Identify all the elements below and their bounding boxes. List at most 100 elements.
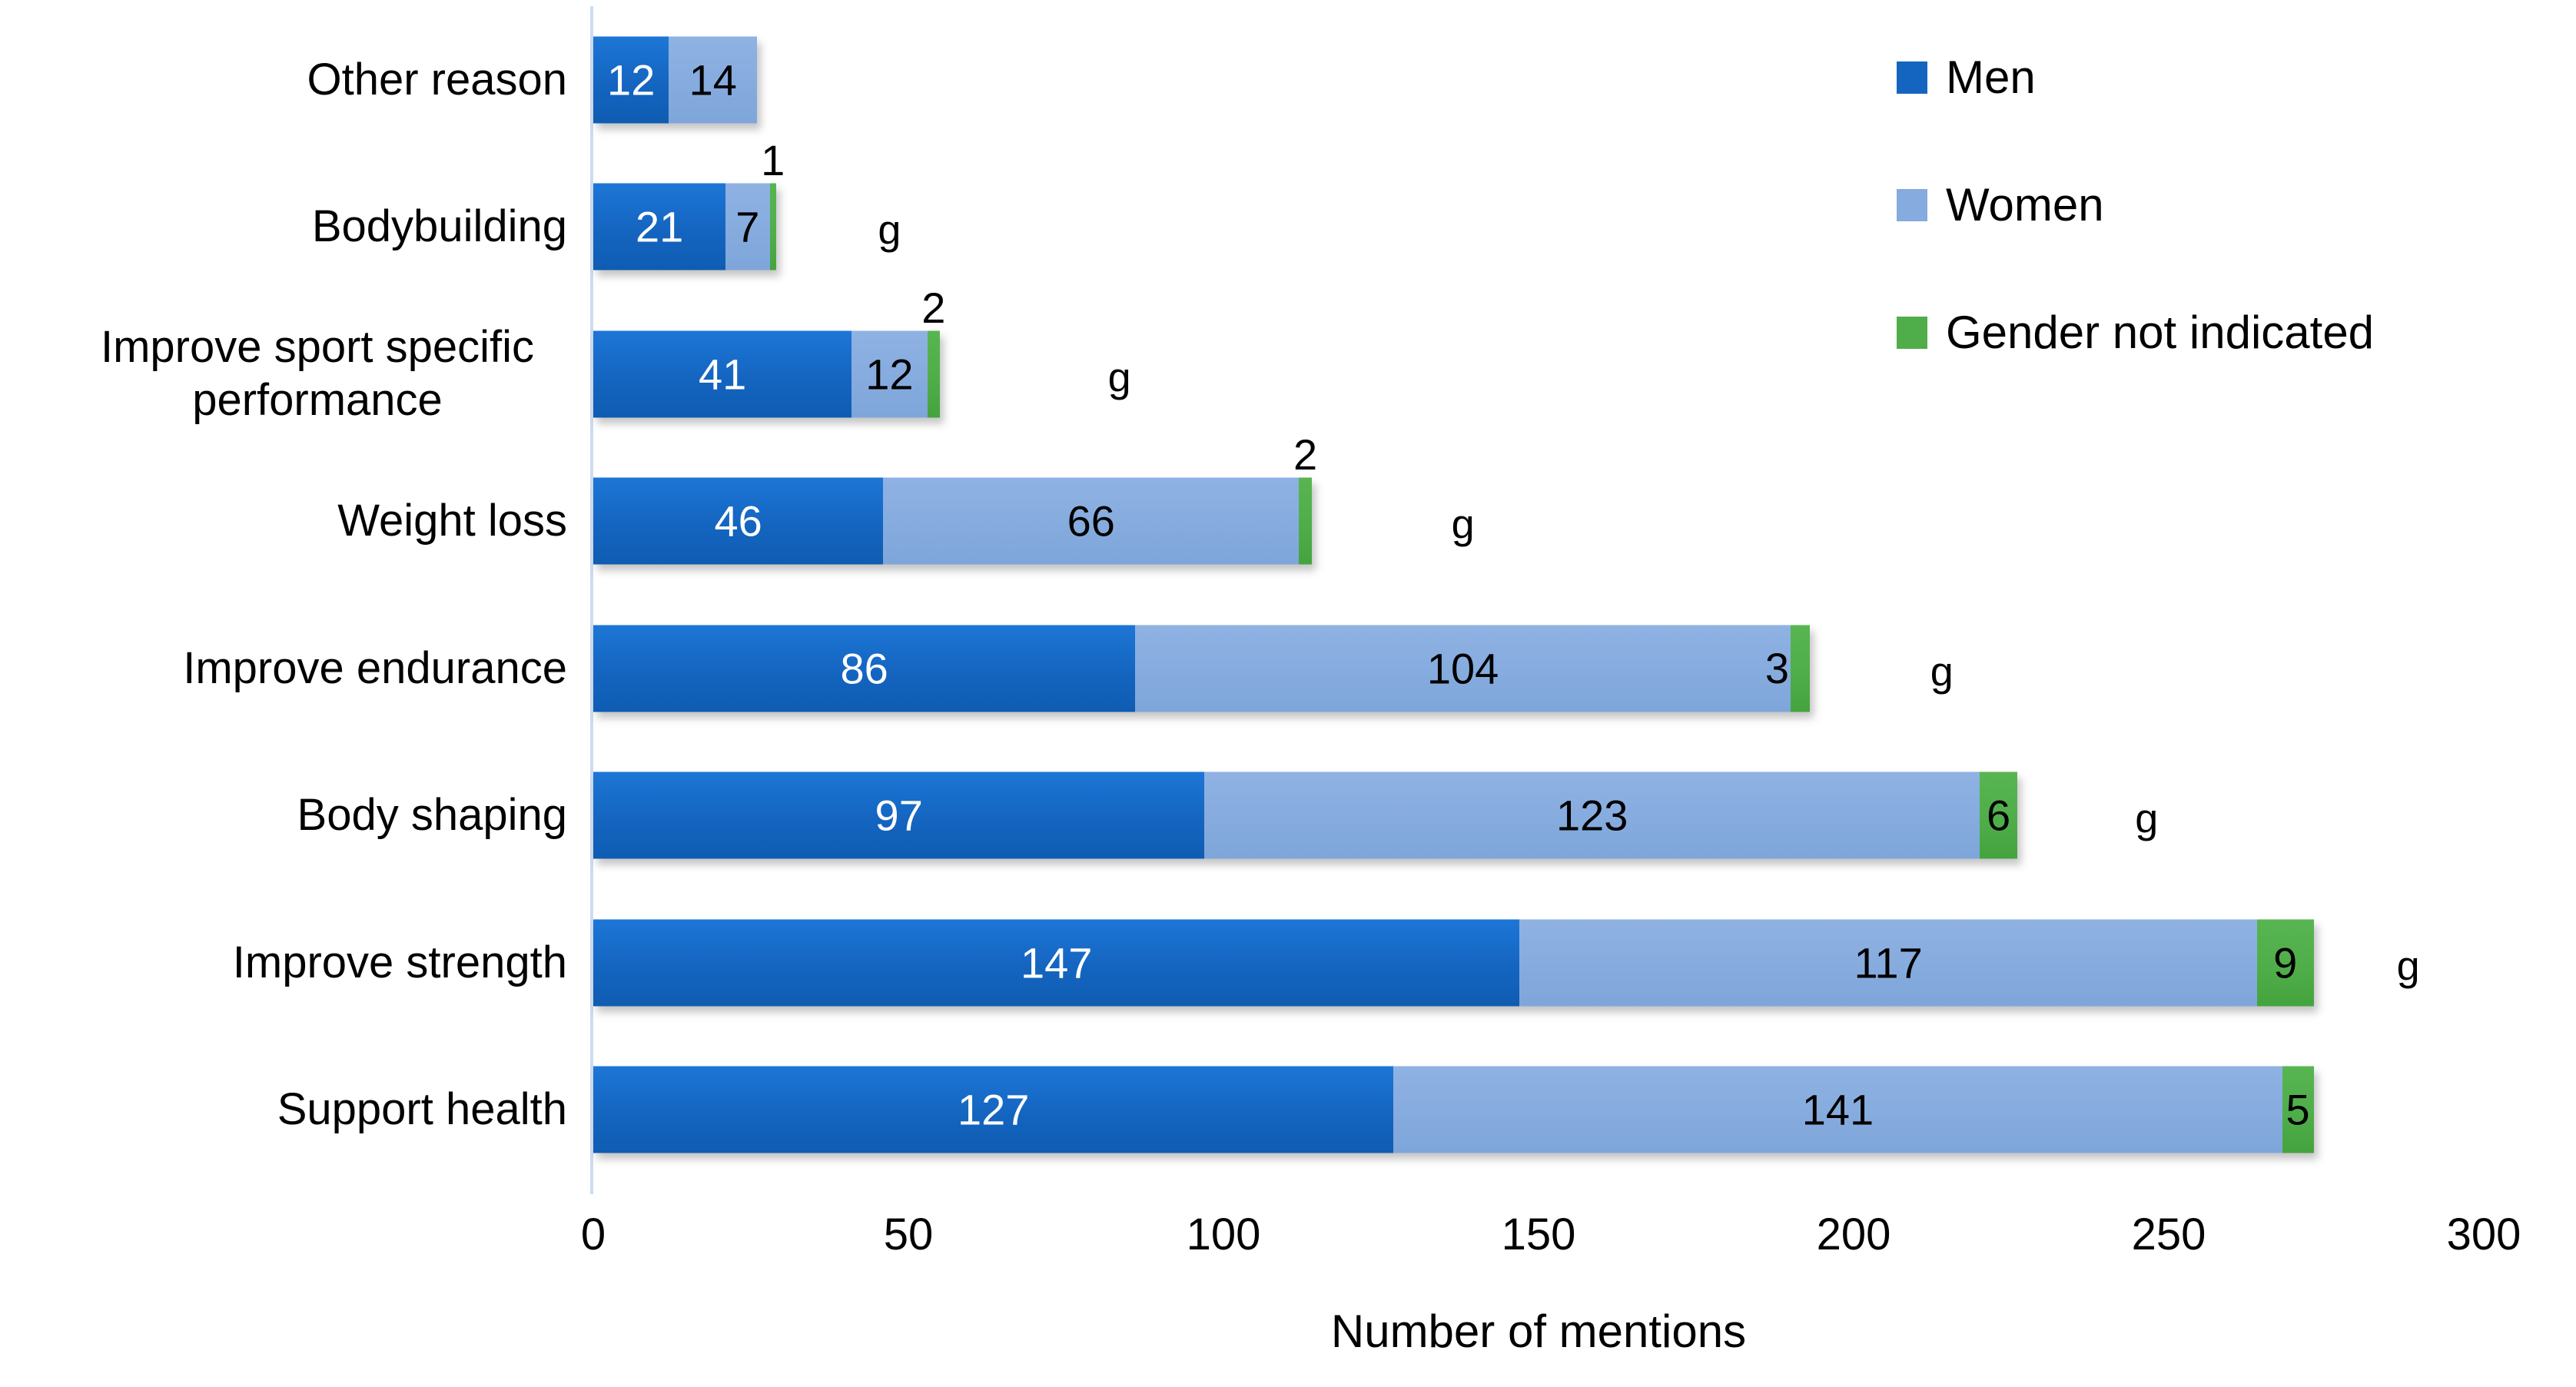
women-segment: 12: [851, 330, 928, 418]
category-label: Improve endurance: [183, 642, 567, 693]
gender-value-label: 1: [761, 136, 785, 185]
legend-marker-men: [1897, 61, 1927, 94]
bar-row: 46 66 2 g: [593, 433, 2484, 596]
bar-row: 127 141 5: [593, 1037, 2484, 1184]
plot-area: 12 14 21 7 1 g 41 12 2 g 46 66 2 g 86 104 3 g 97 123 6 g 147 11…: [593, 6, 2484, 1183]
gender-not-indicated-segment: [1299, 477, 1312, 565]
men-segment: 147: [593, 919, 1520, 1007]
significance-annotation-g: g: [2396, 943, 2420, 990]
women-value-label: 123: [1555, 791, 1628, 840]
legend-marker-women: [1897, 189, 1927, 221]
women-value-label: 104: [1426, 644, 1499, 693]
women-segment: 7: [725, 183, 770, 270]
significance-annotation-g: g: [1930, 649, 1954, 695]
men-value-label: 12: [607, 55, 656, 105]
women-segment: 123: [1204, 771, 1980, 859]
bar-row: 86 104 3 g: [593, 595, 2484, 742]
legend-item: Men: [1897, 52, 2374, 103]
x-axis-ticks: 0 50 100 150 200 250 300: [581, 1209, 2521, 1274]
category-label-row: Bodybuilding: [0, 154, 567, 301]
gender-not-indicated-segment: [1790, 625, 1810, 712]
x-tick-label: 250: [2131, 1209, 2206, 1259]
x-tick-label: 100: [1186, 1209, 1261, 1259]
gender-value-label: 5: [2286, 1085, 2310, 1134]
x-axis-title: Number of mentions: [1330, 1306, 1747, 1357]
legend-label: Gender not indicated: [1946, 307, 2375, 358]
significance-annotation-g: g: [2135, 795, 2159, 842]
stacked-bar: 46 66: [593, 477, 1312, 565]
gender-value-label: 3: [1764, 643, 1789, 692]
significance-annotation-g: g: [878, 207, 901, 254]
bar-row: 147 117 9 g: [593, 889, 2484, 1037]
x-tick-label: 300: [2446, 1209, 2521, 1259]
men-segment: 46: [593, 477, 884, 565]
gender-not-indicated-segment: [769, 183, 776, 270]
women-segment: 104: [1135, 625, 1791, 712]
men-segment: 12: [593, 36, 669, 124]
women-segment: 66: [883, 477, 1300, 565]
men-value-label: 41: [698, 350, 747, 399]
gender-value-label: 6: [1986, 791, 2011, 840]
women-value-label: 117: [1854, 938, 1923, 987]
women-value-label: 7: [735, 202, 760, 251]
gender-not-indicated-segment: 6: [1979, 771, 2018, 859]
women-segment: 117: [1519, 919, 2257, 1007]
legend-label: Women: [1946, 179, 2104, 231]
category-label-row: Improve sport specific performance: [0, 300, 567, 448]
bar-row: 41 12 2 g: [593, 286, 2484, 448]
category-label: Weight loss: [337, 496, 567, 546]
category-label-row: Improve endurance: [0, 595, 567, 742]
gender-not-indicated-segment: 5: [2282, 1066, 2314, 1153]
stacked-bar: 41 12: [593, 330, 940, 418]
men-segment: 41: [593, 330, 852, 418]
gender-not-indicated-segment: 9: [2256, 919, 2314, 1007]
men-value-label: 147: [1020, 938, 1093, 987]
men-value-label: 46: [714, 496, 762, 546]
category-label-row: Body shaping: [0, 742, 567, 890]
legend-marker-gender-not-indicated: [1897, 317, 1927, 349]
category-label: Improve sport specific performance: [100, 322, 535, 425]
men-value-label: 86: [840, 644, 888, 693]
x-tick-label: 50: [883, 1209, 934, 1259]
legend-label: Men: [1946, 51, 2036, 103]
gender-value-label: 2: [1293, 430, 1318, 479]
gender-value-label: 9: [2273, 938, 2298, 987]
stacked-bar: 12 14: [593, 36, 758, 124]
men-segment: 86: [593, 625, 1136, 712]
stacked-bar: 21 7: [593, 183, 776, 270]
category-label-row: Weight loss: [0, 448, 567, 596]
men-value-label: 97: [875, 791, 923, 840]
category-label: Bodybuilding: [311, 201, 567, 252]
men-value-label: 21: [635, 202, 684, 251]
y-axis-line: [590, 6, 593, 1194]
category-label-row: Other reason: [0, 6, 567, 154]
men-segment: 127: [593, 1066, 1394, 1153]
category-label: Support health: [277, 1084, 567, 1135]
stacked-bar: 97 123 6: [593, 771, 2018, 859]
stacked-bar: 86 104: [593, 625, 1810, 712]
significance-annotation-g: g: [1107, 354, 1131, 401]
legend-item: Women: [1897, 180, 2374, 231]
category-label: Body shaping: [297, 790, 567, 841]
gender-value-label: 2: [921, 283, 946, 332]
bar-row: 97 123 6 g: [593, 742, 2484, 890]
legend-item: Gender not indicated: [1897, 307, 2374, 358]
legend: Men Women Gender not indicated: [1897, 52, 2374, 358]
men-value-label: 127: [957, 1085, 1030, 1134]
x-tick-label: 150: [1501, 1209, 1576, 1259]
category-axis-labels: Other reason Bodybuilding Improve sport sp…: [0, 6, 567, 1183]
women-segment: 141: [1393, 1066, 2282, 1153]
significance-annotation-g: g: [1451, 501, 1475, 548]
x-tick-label: 0: [580, 1209, 606, 1259]
gender-not-indicated-segment: [927, 330, 940, 418]
men-segment: 97: [593, 771, 1205, 859]
women-value-label: 12: [865, 350, 914, 399]
stacked-bar: 127 141 5: [593, 1066, 2314, 1153]
women-value-label: 66: [1067, 496, 1115, 546]
women-value-label: 14: [689, 55, 737, 105]
category-label: Improve strength: [232, 937, 567, 987]
bar-row: 21 7 1 g: [593, 139, 2484, 301]
women-value-label: 141: [1801, 1085, 1874, 1134]
x-tick-label: 200: [1816, 1209, 1891, 1259]
